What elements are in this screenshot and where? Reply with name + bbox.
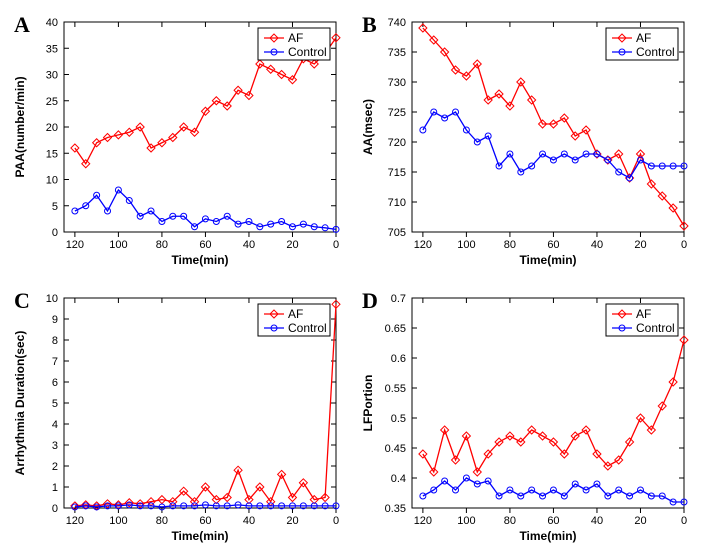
svg-text:5: 5: [52, 201, 58, 213]
svg-text:705: 705: [388, 227, 406, 239]
svg-text:0: 0: [52, 227, 58, 239]
svg-text:80: 80: [156, 515, 168, 527]
svg-text:735: 735: [388, 47, 406, 59]
svg-text:Time(min): Time(min): [519, 253, 576, 267]
svg-text:40: 40: [243, 515, 255, 527]
svg-text:0.6: 0.6: [391, 353, 406, 365]
panel-b-svg: 120 100 80 60 40 20 0 705 710 715 720 725 730 735 740 T…: [356, 8, 696, 272]
svg-text:100: 100: [109, 239, 127, 251]
svg-text:20: 20: [634, 515, 646, 527]
svg-text:35: 35: [46, 43, 58, 55]
svg-text:2: 2: [52, 461, 58, 473]
svg-text:Time(min): Time(min): [171, 529, 228, 543]
svg-text:100: 100: [457, 239, 475, 251]
svg-text:715: 715: [388, 167, 406, 179]
svg-text:30: 30: [46, 70, 58, 82]
svg-text:3: 3: [52, 440, 58, 452]
svg-text:6: 6: [52, 377, 58, 389]
svg-text:20: 20: [286, 239, 298, 251]
svg-text:80: 80: [504, 239, 516, 251]
svg-text:AF: AF: [636, 307, 651, 321]
svg-text:710: 710: [388, 197, 406, 209]
panel-d: D 120 100 80 60 40 20 0 0.35 0.4 0.45 0.5 0.55 0.6 0.…: [356, 284, 696, 552]
svg-text:8: 8: [52, 335, 58, 347]
svg-text:725: 725: [388, 107, 406, 119]
panel-b: B 120 100 80 60 40 20 0 705 710 715 720 725 730 735 74…: [356, 8, 696, 276]
svg-text:40: 40: [243, 239, 255, 251]
svg-text:15: 15: [46, 148, 58, 160]
panel-a: A 120 100 80 60 40 20 0 0 5 10 15 20 25 30 35 40 Time(mi…: [8, 8, 348, 276]
svg-text:60: 60: [199, 515, 211, 527]
svg-text:Time(min): Time(min): [519, 529, 576, 543]
svg-text:Control: Control: [636, 321, 675, 335]
panel-b-label: B: [362, 12, 377, 38]
svg-text:0.5: 0.5: [391, 413, 406, 425]
svg-text:4: 4: [52, 419, 58, 431]
svg-text:100: 100: [109, 515, 127, 527]
svg-text:60: 60: [199, 239, 211, 251]
panel-a-svg: 120 100 80 60 40 20 0 0 5 10 15 20 25 30 35 40 Time(min)…: [8, 8, 348, 272]
panel-d-svg: 120 100 80 60 40 20 0 0.35 0.4 0.45 0.5 0.55 0.6 0.65…: [356, 284, 696, 548]
svg-text:10: 10: [46, 293, 58, 305]
svg-text:5: 5: [52, 398, 58, 410]
svg-text:0: 0: [52, 503, 58, 515]
svg-text:10: 10: [46, 175, 58, 187]
svg-text:0.35: 0.35: [385, 503, 406, 515]
svg-text:0: 0: [333, 515, 339, 527]
svg-text:Control: Control: [636, 45, 675, 59]
svg-text:Control: Control: [288, 321, 327, 335]
svg-text:7: 7: [52, 356, 58, 368]
svg-text:120: 120: [66, 515, 84, 527]
svg-text:AA(msec): AA(msec): [361, 99, 375, 155]
svg-text:0: 0: [681, 515, 687, 527]
svg-text:AF: AF: [288, 307, 303, 321]
svg-text:100: 100: [457, 515, 475, 527]
svg-text:720: 720: [388, 137, 406, 149]
svg-text:60: 60: [547, 239, 559, 251]
svg-text:0.4: 0.4: [391, 473, 406, 485]
svg-text:80: 80: [504, 515, 516, 527]
svg-text:40: 40: [46, 17, 58, 29]
svg-text:120: 120: [414, 239, 432, 251]
svg-text:25: 25: [46, 96, 58, 108]
svg-text:Arrhythmia Duration(sec): Arrhythmia Duration(sec): [13, 331, 27, 476]
svg-text:AF: AF: [636, 31, 651, 45]
svg-text:AF: AF: [288, 31, 303, 45]
svg-text:0.55: 0.55: [385, 383, 406, 395]
svg-text:40: 40: [591, 239, 603, 251]
svg-text:0.45: 0.45: [385, 443, 406, 455]
svg-text:9: 9: [52, 314, 58, 326]
chart-grid: A 1201008060402000510152025303540Time(mi…: [0, 0, 704, 560]
svg-text:60: 60: [547, 515, 559, 527]
panel-c-label: C: [14, 288, 30, 314]
svg-text:20: 20: [286, 515, 298, 527]
svg-text:Time(min): Time(min): [171, 253, 228, 267]
svg-text:20: 20: [634, 239, 646, 251]
svg-text:PAA(number/min): PAA(number/min): [13, 76, 27, 177]
panel-c: C 120 100 80 60 40 20 0 0 1 2 3 4 5 6 7 8 9 10 Time(min) Ar…: [8, 284, 348, 552]
svg-text:740: 740: [388, 17, 406, 29]
panel-c-svg: 120 100 80 60 40 20 0 0 1 2 3 4 5 6 7 8 9 10 Time(min) Arrh…: [8, 284, 348, 548]
svg-text:20: 20: [46, 122, 58, 134]
svg-text:1: 1: [52, 482, 58, 494]
svg-text:40: 40: [591, 515, 603, 527]
svg-text:0: 0: [333, 239, 339, 251]
svg-text:Control: Control: [288, 45, 327, 59]
panel-a-label: A: [14, 12, 30, 38]
panel-d-label: D: [362, 288, 378, 314]
svg-text:0.65: 0.65: [385, 323, 406, 335]
svg-text:0.7: 0.7: [391, 293, 406, 305]
svg-text:80: 80: [156, 239, 168, 251]
svg-text:730: 730: [388, 77, 406, 89]
svg-text:120: 120: [66, 239, 84, 251]
svg-text:0: 0: [681, 239, 687, 251]
svg-text:120: 120: [414, 515, 432, 527]
svg-text:LFPortion: LFPortion: [361, 375, 375, 432]
